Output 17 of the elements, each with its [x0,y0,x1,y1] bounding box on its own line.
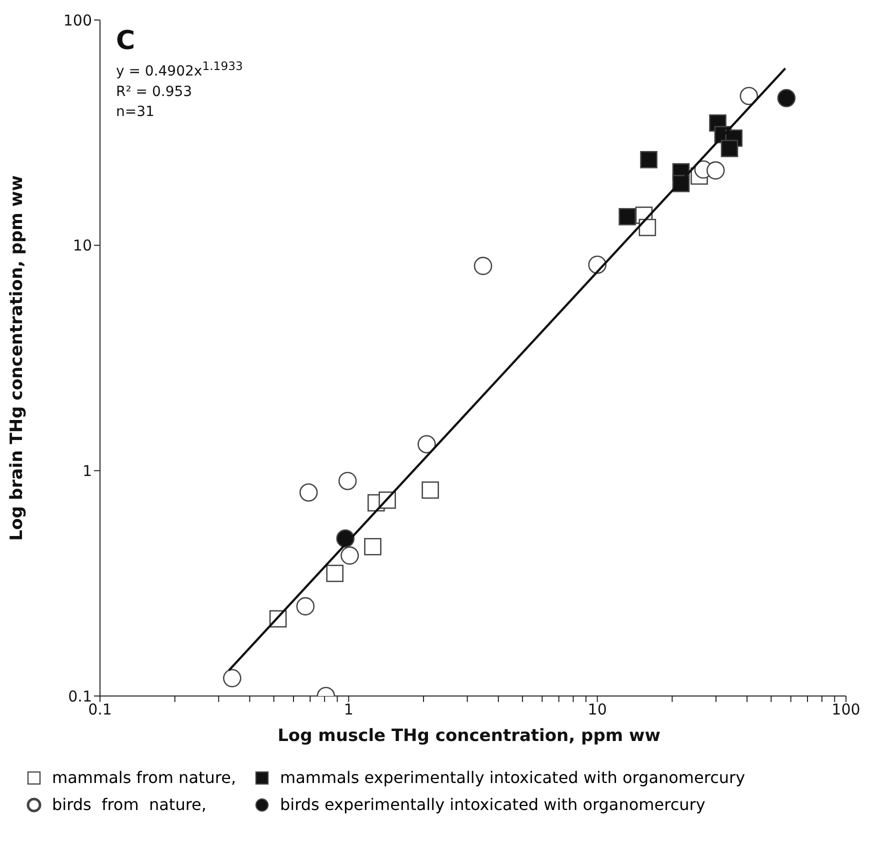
x-tick-label: 10 [588,700,607,719]
y-tick-label: 1 [82,462,92,480]
annotation: y = 0.4902x$^{1.1933}$ [116,58,243,82]
y-tick-label: 100 [63,11,92,30]
annotation: R² = 0.953 [116,82,194,102]
x-tick-label: 1 [344,700,354,719]
annotation: n=31 [116,102,156,122]
legend-label: mammals experimentally intoxicated with organomercury [280,768,746,787]
annotation: C [116,26,136,56]
legend-label: birds experimentally intoxicated with organomercury [280,795,706,814]
x-tick-label: 100 [832,700,860,719]
legend-label: birds from nature, [52,795,206,814]
y-axis-title: Log brain THg concentration, ppm ww [7,175,28,541]
x-tick-label: 0.1 [88,700,112,719]
legend-label: mammals from nature, [52,768,236,787]
x-axis-title: Log muscle THg concentration, ppm ww [276,726,662,746]
y-tick-label: 10 [72,236,92,255]
